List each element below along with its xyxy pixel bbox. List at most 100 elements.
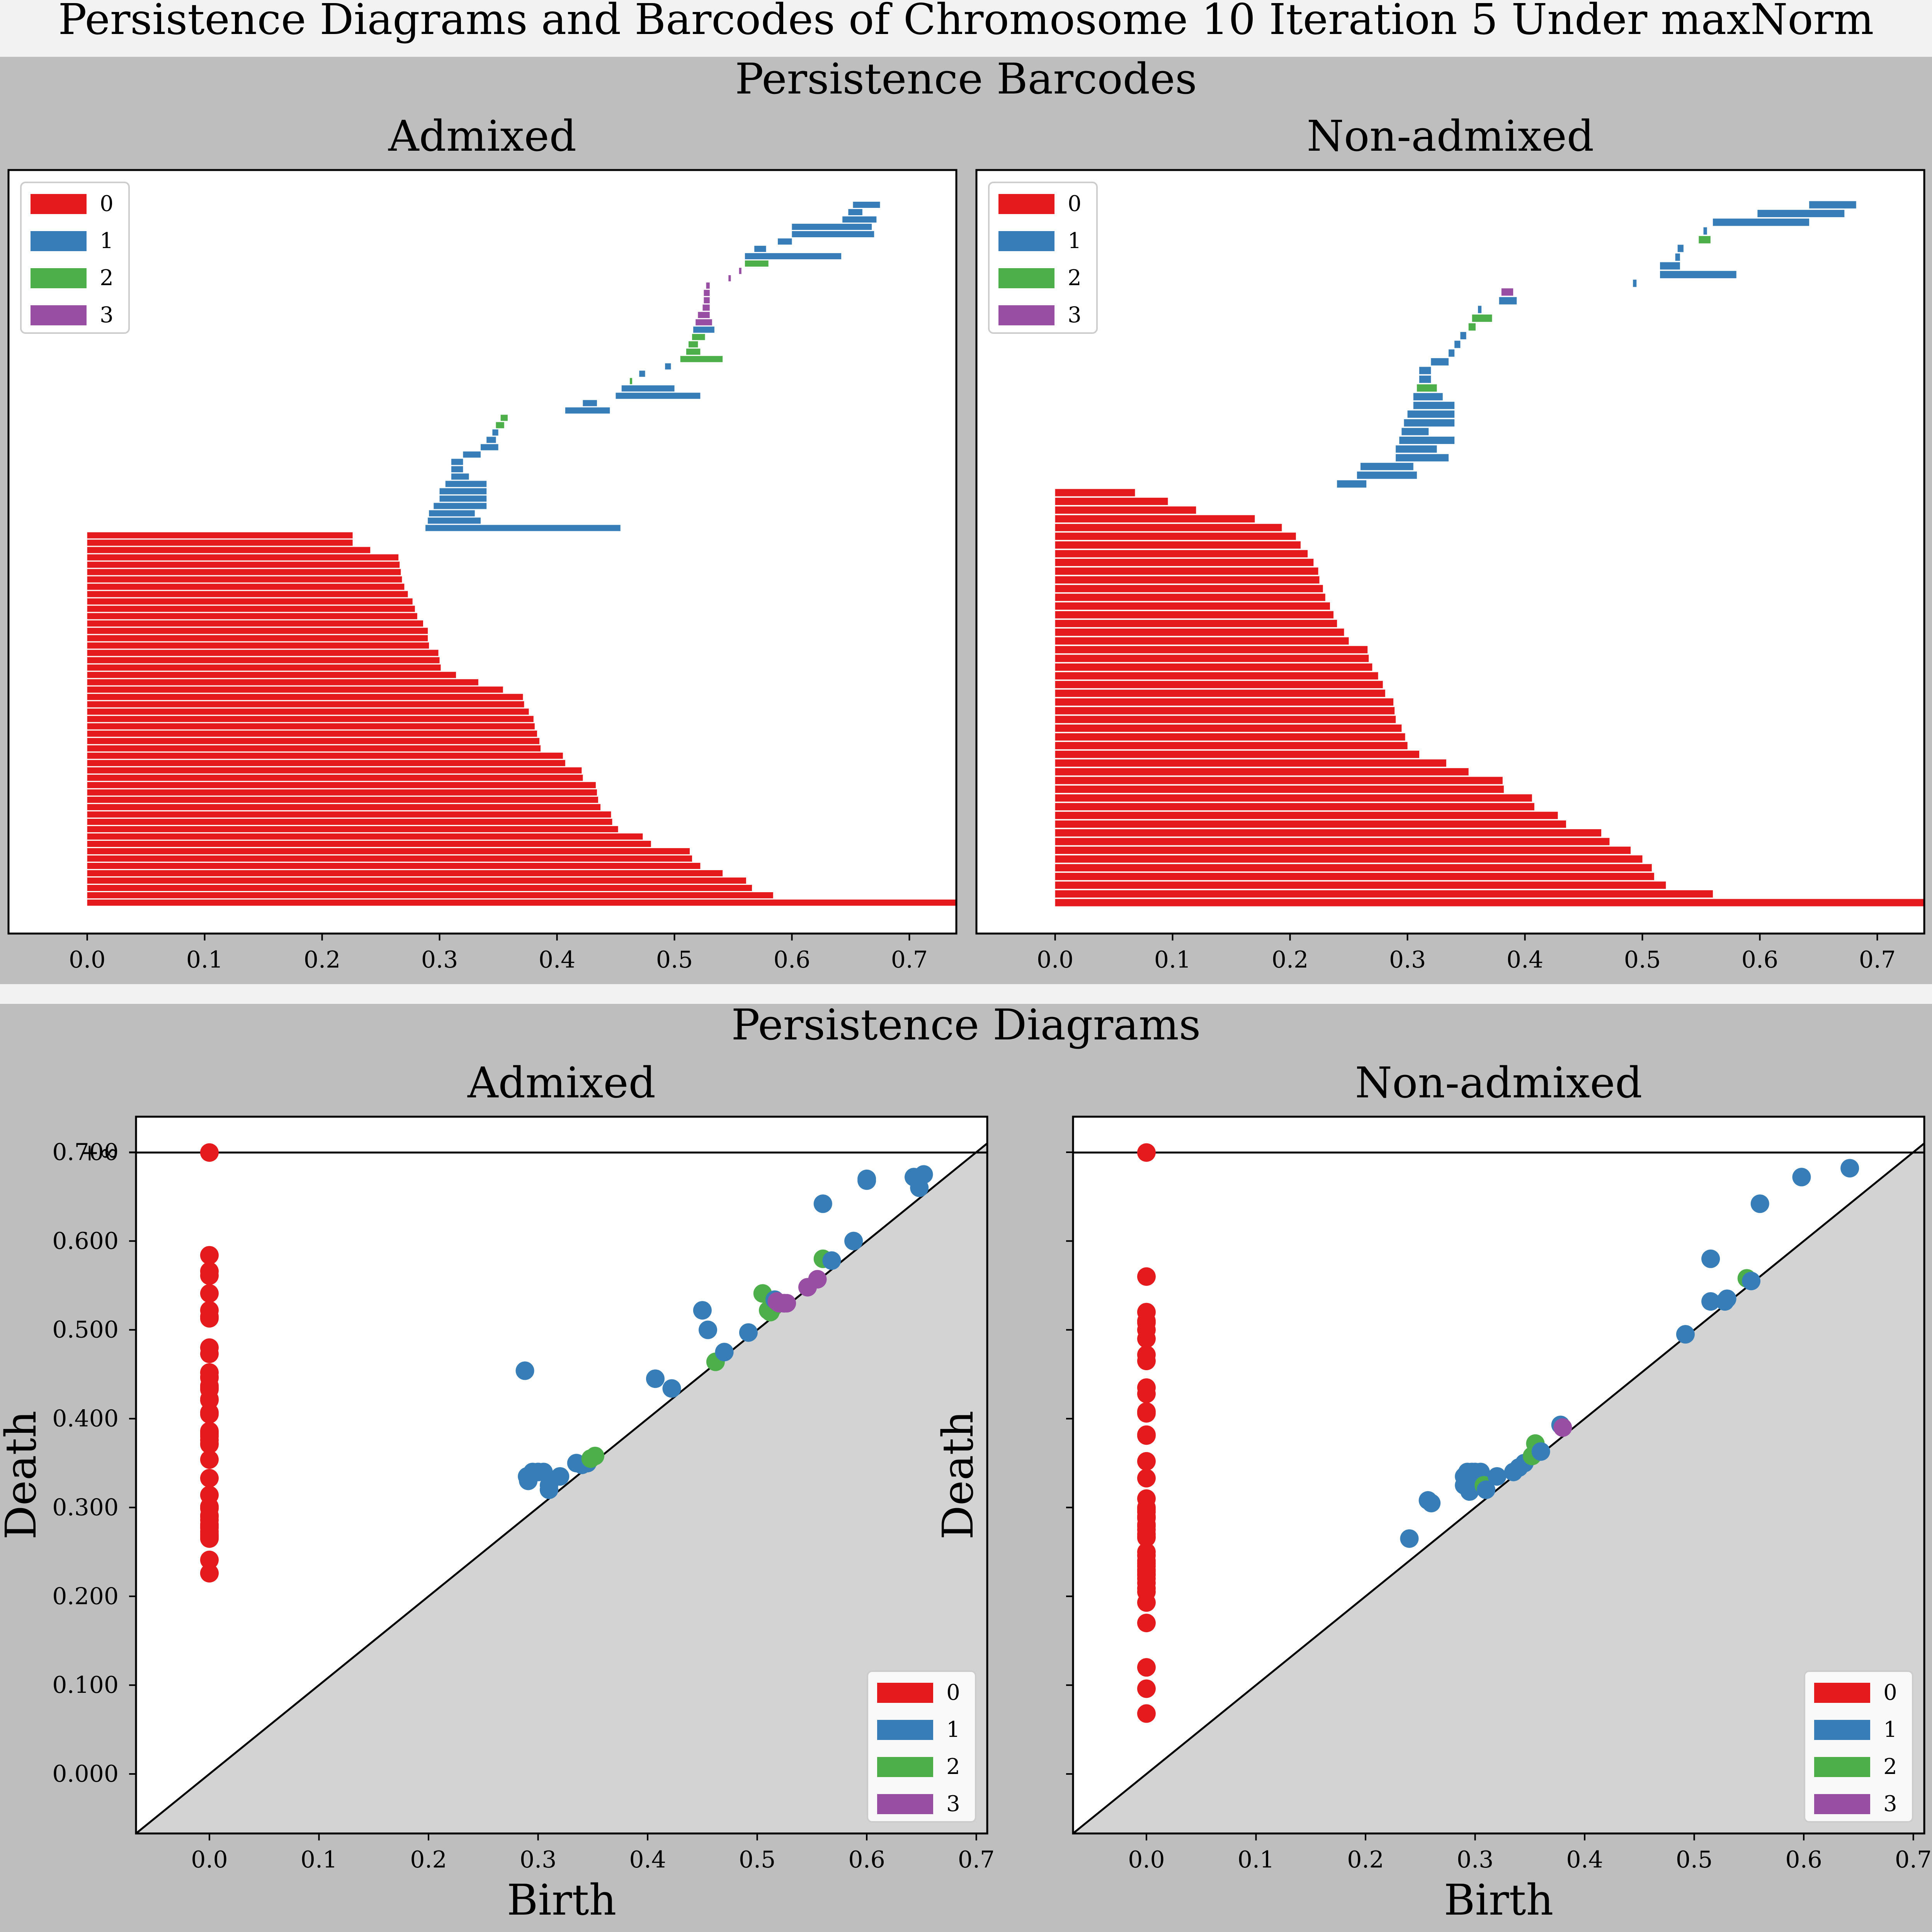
point-dim1 (1718, 1289, 1736, 1308)
legend-swatch-0 (998, 194, 1054, 214)
x-tick-label: 0.7 (1895, 1846, 1932, 1873)
point-dim0 (200, 1246, 219, 1265)
point-dim1 (1676, 1325, 1695, 1344)
point-dim0 (1137, 1426, 1156, 1445)
diagrams-section-title: Persistence Diagrams (731, 1000, 1201, 1049)
point-dim1 (844, 1231, 863, 1250)
plot-frame (135, 1116, 988, 1835)
bar-dim0 (87, 811, 611, 818)
bar-dim1 (693, 327, 714, 333)
diagonal-line (1072, 1143, 1925, 1834)
panel-title: Admixed (467, 1058, 656, 1107)
point-dim0 (200, 1551, 219, 1570)
point-dim0 (200, 1344, 219, 1363)
x-tick-label: 0.5 (739, 1846, 776, 1873)
bar-dim0 (1055, 524, 1282, 531)
legend-frame (867, 1670, 976, 1823)
plot-frame (975, 169, 1925, 935)
bar-dim0 (1055, 750, 1419, 758)
bar-dim0 (1055, 489, 1135, 497)
diagram-panel-1: Non-admixed 0.0 0.1 0.2 0.3 0.4 0.5 0.6 0.7 Birth… (933, 1058, 1932, 1925)
x-tick-label: 0.4 (629, 1846, 666, 1873)
legend-swatch-1 (998, 231, 1054, 251)
bar-dim0 (87, 554, 399, 561)
point-dim0 (200, 1405, 219, 1424)
x-tick-label: 0.1 (301, 1846, 337, 1873)
bar-dim0 (1055, 655, 1369, 662)
legend-swatch-3 (31, 305, 87, 325)
bar-dim1 (434, 503, 487, 509)
x-tick-label: 0.0 (1037, 946, 1073, 973)
bar-dim0 (87, 752, 563, 759)
barcode-panel-0: Admixed 0.0 0.1 0.2 0.3 0.4 0.5 0.6 0.7 0 1 2 3 (7, 111, 957, 973)
bar-dim0 (1055, 602, 1330, 610)
point-dim1 (1701, 1249, 1720, 1268)
bar-dim1 (777, 238, 792, 245)
x-tick-label: 0.2 (304, 946, 340, 973)
x-tick-label: 0.5 (1676, 1846, 1713, 1873)
bar-dim0 (87, 650, 439, 656)
bar-dim1 (1633, 279, 1637, 287)
bar-dim2 (500, 415, 508, 421)
y-tick-label: 0.400 (52, 1405, 119, 1432)
point-dim1 (1701, 1292, 1720, 1311)
bar-dim1 (842, 216, 877, 223)
bar-dim0 (87, 547, 371, 553)
bar-dim0 (87, 789, 597, 796)
point-dim0 (1137, 1679, 1156, 1698)
bar-dim0 (87, 730, 537, 737)
point-dim1 (1792, 1168, 1811, 1187)
panel-title: Non-admixed (1307, 111, 1594, 161)
legend-swatch-2 (998, 268, 1054, 288)
bar-dim0 (87, 833, 643, 840)
point-dim1 (662, 1379, 681, 1398)
bar-dim0 (1055, 855, 1643, 863)
bar-dim1 (792, 224, 872, 230)
bar-dim1 (1675, 253, 1680, 261)
bar-dim0 (1055, 498, 1168, 505)
bar-dim0 (1055, 698, 1394, 706)
point-dim1 (822, 1251, 841, 1270)
legend-label-1: 1 (1068, 228, 1082, 253)
bar-dim0 (1055, 820, 1566, 828)
point-dim1 (914, 1165, 933, 1184)
point-dim1 (646, 1369, 665, 1388)
legend-label-1: 1 (100, 228, 114, 253)
x-tick-label: 0.3 (421, 946, 458, 973)
y-tick-label: 0.500 (52, 1316, 119, 1344)
legend-frame (20, 182, 130, 334)
point-dim0 (200, 1529, 219, 1548)
bar-dim1 (1407, 410, 1455, 418)
point-dim1 (715, 1343, 734, 1362)
bar-dim1 (492, 429, 498, 436)
point-dim0 (1137, 1267, 1156, 1286)
bar-dim1 (1360, 463, 1413, 470)
bar-dim0 (1055, 646, 1368, 653)
x-tick-label: 0.4 (1566, 1846, 1603, 1873)
legend-label-2: 2 (946, 1754, 960, 1779)
bar-dim0 (87, 716, 534, 722)
bar-dim3 (696, 319, 712, 326)
bar-dim1 (1448, 349, 1455, 357)
bar-dim1 (754, 246, 766, 252)
bar-dim0 (1055, 707, 1395, 714)
legend-label-0: 0 (100, 191, 114, 216)
point-dim0 (1137, 1614, 1156, 1633)
bar-dim1 (463, 451, 481, 458)
bar-dim0 (87, 672, 456, 678)
x-tick-label: 0.5 (656, 946, 693, 973)
point-dim1 (1422, 1493, 1441, 1512)
x-tick-label: 0.6 (774, 946, 810, 973)
y-tick-label: 0.000 (52, 1760, 119, 1787)
bar-dim1 (1677, 245, 1684, 252)
bar-dim0 (1055, 838, 1610, 845)
point-dim0 (200, 1450, 219, 1469)
bar-dim0 (1055, 594, 1325, 601)
legend-label-1: 1 (1883, 1717, 1897, 1742)
bar-dim0 (87, 679, 478, 685)
bar-dim1 (792, 231, 874, 238)
bar-dim0 (1055, 890, 1713, 898)
bar-dim0 (87, 635, 428, 641)
bar-dim2 (1417, 384, 1437, 392)
